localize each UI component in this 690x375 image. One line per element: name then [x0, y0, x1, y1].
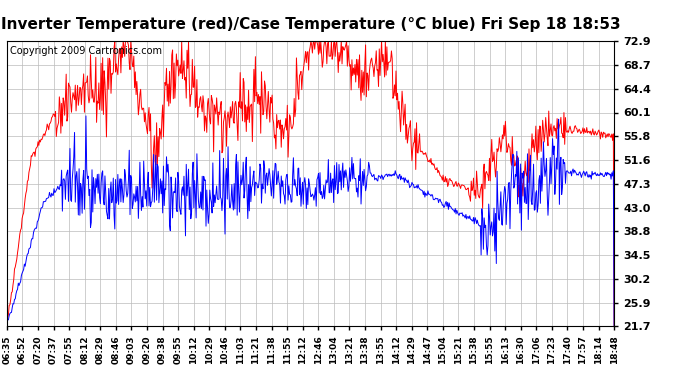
Text: Copyright 2009 Cartronics.com: Copyright 2009 Cartronics.com	[10, 45, 162, 56]
Text: Inverter Temperature (red)/Case Temperature (°C blue) Fri Sep 18 18:53: Inverter Temperature (red)/Case Temperat…	[1, 17, 620, 32]
